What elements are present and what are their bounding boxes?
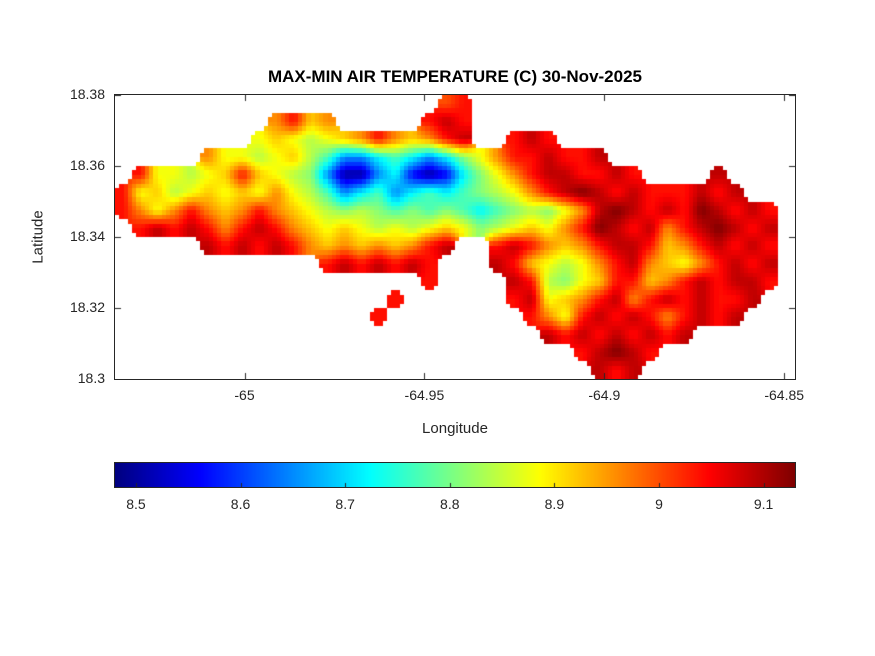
colorbar-tick-label: 8.9 — [544, 496, 565, 512]
plot-area — [114, 94, 796, 380]
x-tick-label: -65 — [234, 387, 255, 403]
x-tick-label: -64.85 — [764, 387, 805, 403]
colorbar-tick-label: 9 — [655, 496, 663, 512]
colorbar-tick-label: 8.6 — [230, 496, 251, 512]
colorbar-tick-label: 8.8 — [440, 496, 460, 512]
heatmap-canvas — [115, 95, 795, 379]
chart-title: MAX-MIN AIR TEMPERATURE (C) 30-Nov-2025 — [267, 67, 643, 86]
colorbar-tick-label: 8.5 — [126, 496, 146, 512]
colorbar — [114, 462, 796, 488]
colorbar-tick-label: 9.1 — [753, 496, 774, 512]
y-tick-label: 18.34 — [69, 228, 105, 244]
y-tick-label: 18.38 — [69, 86, 105, 102]
y-tick-label: 18.36 — [69, 157, 105, 173]
y-tick-label: 18.3 — [77, 370, 105, 386]
x-axis-label: Longitude — [422, 420, 488, 437]
colorbar-canvas — [115, 463, 795, 487]
x-tick-label: -64.9 — [588, 387, 621, 403]
y-axis-label: Latitude — [29, 210, 47, 264]
x-tick-label: -64.95 — [404, 387, 445, 403]
y-tick-label: 18.32 — [69, 299, 105, 315]
colorbar-tick-label: 8.7 — [335, 496, 355, 512]
